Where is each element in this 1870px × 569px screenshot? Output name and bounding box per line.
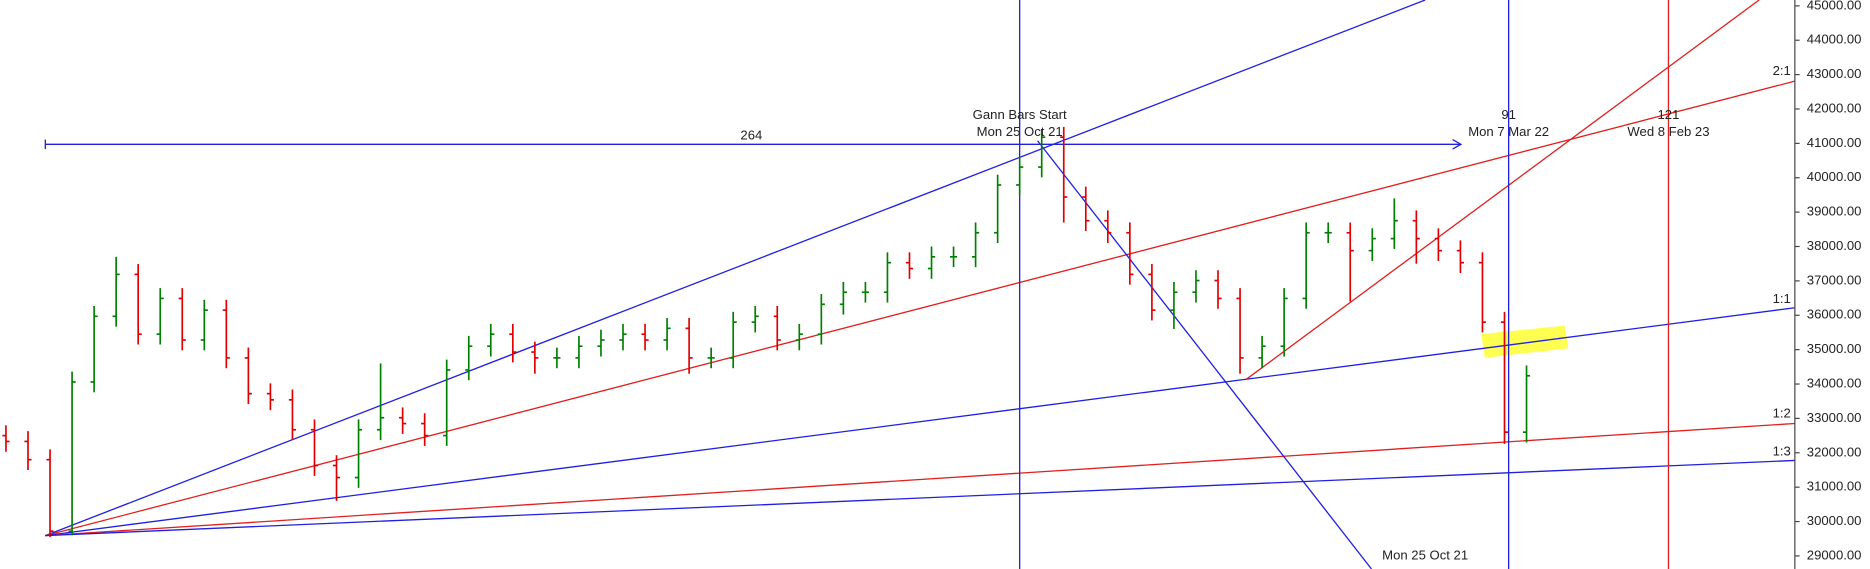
fan-line: [1245, 0, 1760, 380]
fan-line: [45, 459, 1795, 537]
y-tick-label: 37000.00: [1807, 272, 1862, 287]
highlight: [1481, 325, 1569, 358]
fan-label: 1:2: [1773, 405, 1791, 420]
y-tick-label: 39000.00: [1807, 204, 1862, 219]
fan-line: [45, 0, 1426, 537]
annotation: Mon 25 Oct 21: [977, 124, 1063, 139]
gann-lines: [44, 0, 1796, 569]
range-arrow: [1452, 138, 1463, 150]
y-tick-label: 36000.00: [1807, 307, 1862, 322]
y-tick-label: 31000.00: [1807, 479, 1862, 494]
annotation: 264: [740, 127, 762, 142]
y-tick-label: 30000.00: [1807, 513, 1862, 528]
y-tick-label: 42000.00: [1807, 100, 1862, 115]
annotations: 264 Gann Bars Start Mon 25 Oct 21 91 Mon…: [740, 63, 1790, 562]
y-tick-label: 29000.00: [1807, 547, 1862, 562]
annotation: Mon 25 Oct 21: [1382, 547, 1468, 562]
annotation: Wed 8 Feb 23: [1627, 124, 1709, 139]
fan-label: 1:1: [1773, 291, 1791, 306]
y-tick-label: 38000.00: [1807, 238, 1862, 253]
y-tick-label: 35000.00: [1807, 341, 1862, 356]
fan-label: 2:1: [1773, 63, 1791, 78]
fan-label: 1:3: [1773, 444, 1791, 459]
annotation: Gann Bars Start: [973, 107, 1067, 122]
annotation: Mon 7 Mar 22: [1468, 124, 1549, 139]
y-tick-label: 43000.00: [1807, 66, 1862, 81]
fan-line: [45, 422, 1795, 537]
y-tick-label: 34000.00: [1807, 375, 1862, 390]
y-tick-label: 45000.00: [1807, 0, 1862, 12]
price-bars: [2, 126, 1531, 538]
y-tick-label: 44000.00: [1807, 32, 1862, 47]
y-tick-label: 41000.00: [1807, 135, 1862, 150]
y-tick-label: 32000.00: [1807, 444, 1862, 459]
annotation: 121: [1658, 107, 1680, 122]
fan-line: [1037, 140, 1373, 569]
y-tick-label: 40000.00: [1807, 169, 1862, 184]
annotation: 91: [1501, 107, 1516, 122]
y-axis-labels: 29000.00 30000.00 31000.00 32000.00 33000.00…: [1794, 0, 1862, 562]
y-tick-label: 33000.00: [1807, 410, 1862, 425]
